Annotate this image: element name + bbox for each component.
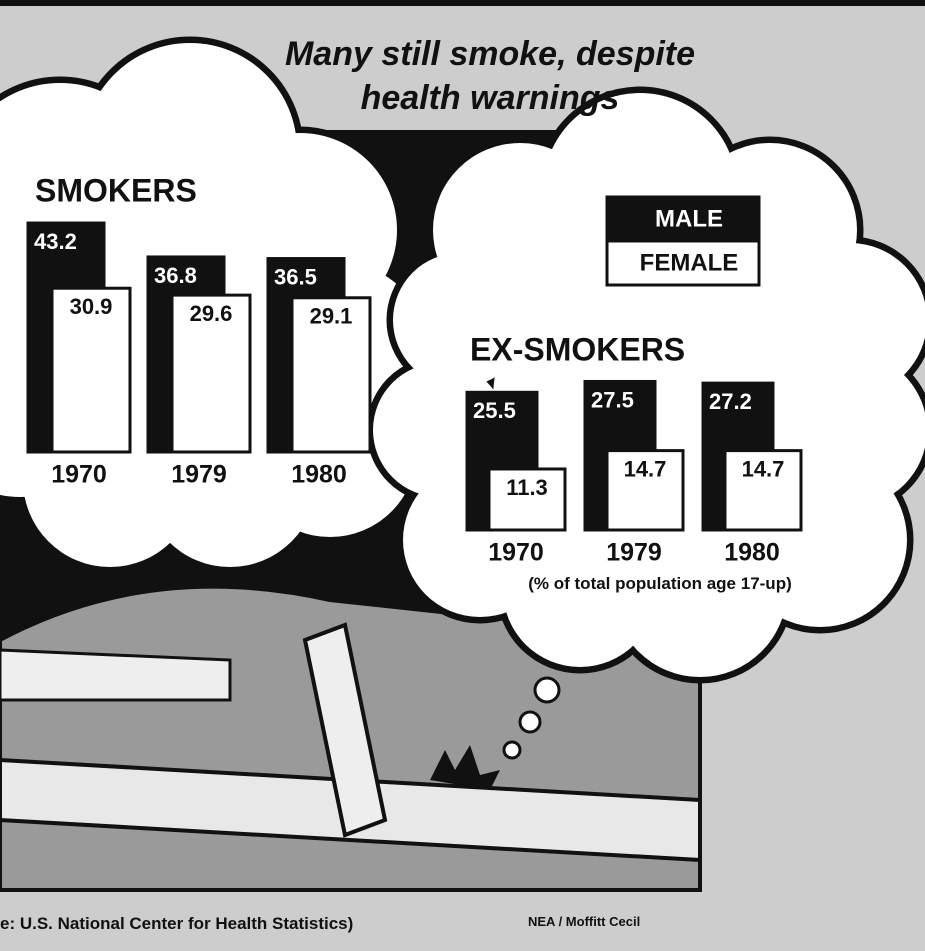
value-label: 43.2 bbox=[34, 229, 77, 254]
chart-subtitle: EX-SMOKERS bbox=[470, 331, 685, 367]
x-tick-label: 1980 bbox=[724, 539, 780, 567]
credit: NEA / Moffitt Cecil bbox=[528, 914, 640, 929]
value-label: 30.9 bbox=[70, 294, 113, 319]
chart: SMOKERS 43.2 30.9 1970 36.8 29.6 1979 36.5 29.1 1… bbox=[0, 0, 925, 951]
infographic: SMOKERS 43.2 30.9 1970 36.8 29.6 1979 36.5 29.1 1… bbox=[0, 0, 925, 951]
value-label: 14.7 bbox=[742, 456, 785, 481]
page: SMOKERS 43.2 30.9 1970 36.8 29.6 1979 36.5 29.1 1… bbox=[0, 0, 925, 951]
note: (% of total population age 17-up) bbox=[525, 572, 795, 596]
legend-label: MALE bbox=[655, 205, 723, 232]
thought-bubble bbox=[520, 712, 540, 732]
value-label: 36.8 bbox=[154, 263, 197, 288]
thought-bubble bbox=[504, 742, 520, 758]
value-label: 27.5 bbox=[591, 387, 634, 412]
cigarette bbox=[0, 650, 230, 700]
value-label: 11.3 bbox=[506, 475, 548, 500]
value-label: 36.5 bbox=[274, 264, 317, 289]
legend-label: FEMALE bbox=[640, 249, 739, 276]
chart-title: Many still smoke, despite health warning… bbox=[250, 32, 730, 120]
value-label: 29.1 bbox=[310, 304, 353, 329]
source: e: U.S. National Center for Health Stati… bbox=[0, 914, 353, 934]
x-tick-label: 1970 bbox=[488, 539, 544, 567]
value-label: 25.5 bbox=[473, 398, 516, 423]
x-tick-label: 1980 bbox=[291, 461, 347, 489]
chart-subtitle: SMOKERS bbox=[35, 172, 197, 208]
x-tick-label: 1970 bbox=[51, 461, 107, 489]
top-rule bbox=[0, 0, 925, 6]
value-label: 14.7 bbox=[624, 456, 667, 481]
x-tick-label: 1979 bbox=[606, 539, 662, 567]
value-label: 29.6 bbox=[190, 301, 233, 326]
x-tick-label: 1979 bbox=[171, 461, 227, 489]
thought-bubble bbox=[535, 678, 559, 702]
value-label: 27.2 bbox=[709, 389, 752, 414]
